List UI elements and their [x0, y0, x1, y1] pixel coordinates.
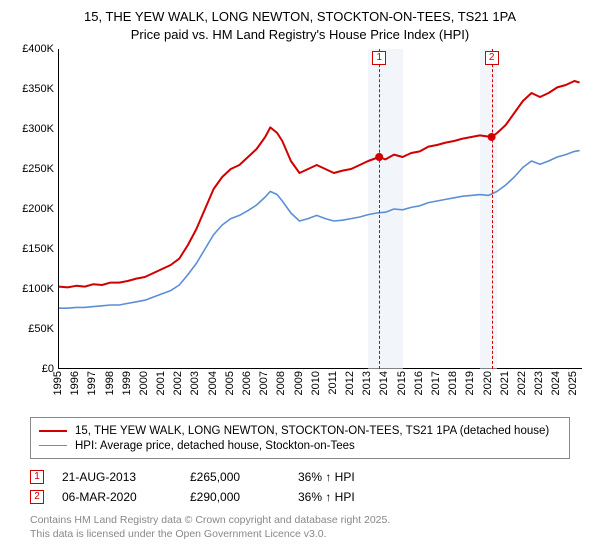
x-tick-label: 2022 [516, 371, 528, 395]
event-row-marker: 1 [30, 470, 44, 484]
legend-label: 15, THE YEW WALK, LONG NEWTON, STOCKTON-… [75, 425, 549, 437]
event-date: 21-AUG-2013 [62, 470, 172, 484]
x-tick-label: 2018 [447, 371, 459, 395]
x-tick-label: 2001 [155, 371, 167, 395]
event-list: 1 21-AUG-2013 £265,000 36% ↑ HPI 2 06-MAR-202… [30, 467, 570, 507]
x-tick-label: 1999 [121, 371, 133, 395]
x-tick-label: 2008 [275, 371, 287, 395]
legend-row: HPI: Average price, detached house, Stoc… [39, 438, 561, 453]
x-tick-label: 2004 [207, 371, 219, 395]
x-tick-label: 2005 [224, 371, 236, 395]
x-tick-label: 2024 [550, 371, 562, 395]
footer-attribution: Contains HM Land Registry data © Crown c… [30, 513, 570, 541]
event-date: 06-MAR-2020 [62, 490, 172, 504]
y-tick-label: £300K [22, 123, 54, 135]
x-tick-label: 2006 [241, 371, 253, 395]
y-tick-label: £100K [22, 283, 54, 295]
chart-title-block: 15, THE YEW WALK, LONG NEWTON, STOCKTON-… [10, 8, 590, 43]
event-delta: 36% ↑ HPI [298, 470, 355, 484]
footer-line-2: This data is licensed under the Open Gov… [30, 527, 570, 541]
y-tick-label: £200K [22, 203, 54, 215]
x-tick-label: 1996 [69, 371, 81, 395]
x-tick-label: 2000 [138, 371, 150, 395]
series-line-property [59, 81, 580, 287]
x-tick-label: 2003 [189, 371, 201, 395]
x-tick-label: 2016 [413, 371, 425, 395]
x-tick-label: 2011 [327, 371, 339, 395]
event-delta: 36% ↑ HPI [298, 490, 355, 504]
x-axis: 1995199619971998199920002001200220032004… [58, 369, 582, 409]
event-vline [492, 49, 493, 369]
x-tick-label: 2019 [464, 371, 476, 395]
event-price: £265,000 [190, 470, 280, 484]
y-tick-label: £150K [22, 243, 54, 255]
x-tick-label: 2012 [344, 371, 356, 395]
x-tick-label: 1998 [104, 371, 116, 395]
title-line-1: 15, THE YEW WALK, LONG NEWTON, STOCKTON-… [10, 8, 590, 26]
y-tick-label: £350K [22, 83, 54, 95]
x-tick-label: 2009 [293, 371, 305, 395]
x-tick-label: 2020 [482, 371, 494, 395]
legend: 15, THE YEW WALK, LONG NEWTON, STOCKTON-… [30, 417, 570, 459]
x-tick-label: 1995 [52, 371, 64, 395]
event-row: 2 06-MAR-2020 £290,000 36% ↑ HPI [30, 487, 570, 507]
footer-line-1: Contains HM Land Registry data © Crown c… [30, 513, 570, 527]
x-tick-label: 2015 [396, 371, 408, 395]
chart: £0£50K£100K£150K£200K£250K£300K£350K£400… [10, 49, 590, 409]
y-tick-label: £50K [28, 323, 54, 335]
chart-lines [59, 49, 583, 369]
x-tick-label: 2025 [567, 371, 579, 395]
legend-swatch [39, 445, 67, 446]
x-tick-label: 2023 [533, 371, 545, 395]
legend-swatch [39, 430, 67, 432]
x-tick-label: 1997 [86, 371, 98, 395]
series-line-hpi [59, 151, 580, 309]
legend-row: 15, THE YEW WALK, LONG NEWTON, STOCKTON-… [39, 423, 561, 438]
y-tick-label: £400K [22, 43, 54, 55]
x-tick-label: 2010 [310, 371, 322, 395]
title-line-2: Price paid vs. HM Land Registry's House … [10, 26, 590, 44]
x-tick-label: 2013 [361, 371, 373, 395]
event-vline [379, 49, 380, 369]
x-tick-label: 2021 [499, 371, 511, 395]
legend-label: HPI: Average price, detached house, Stoc… [75, 440, 355, 452]
x-tick-label: 2017 [430, 371, 442, 395]
event-marker-box: 2 [485, 51, 499, 65]
y-axis: £0£50K£100K£150K£200K£250K£300K£350K£400… [10, 49, 58, 369]
event-row-marker: 2 [30, 490, 44, 504]
x-tick-label: 2014 [378, 371, 390, 395]
event-marker-box: 1 [372, 51, 386, 65]
event-row: 1 21-AUG-2013 £265,000 36% ↑ HPI [30, 467, 570, 487]
event-price: £290,000 [190, 490, 280, 504]
x-tick-label: 2002 [172, 371, 184, 395]
plot-area: 12 [58, 49, 582, 369]
x-tick-label: 2007 [258, 371, 270, 395]
y-tick-label: £250K [22, 163, 54, 175]
